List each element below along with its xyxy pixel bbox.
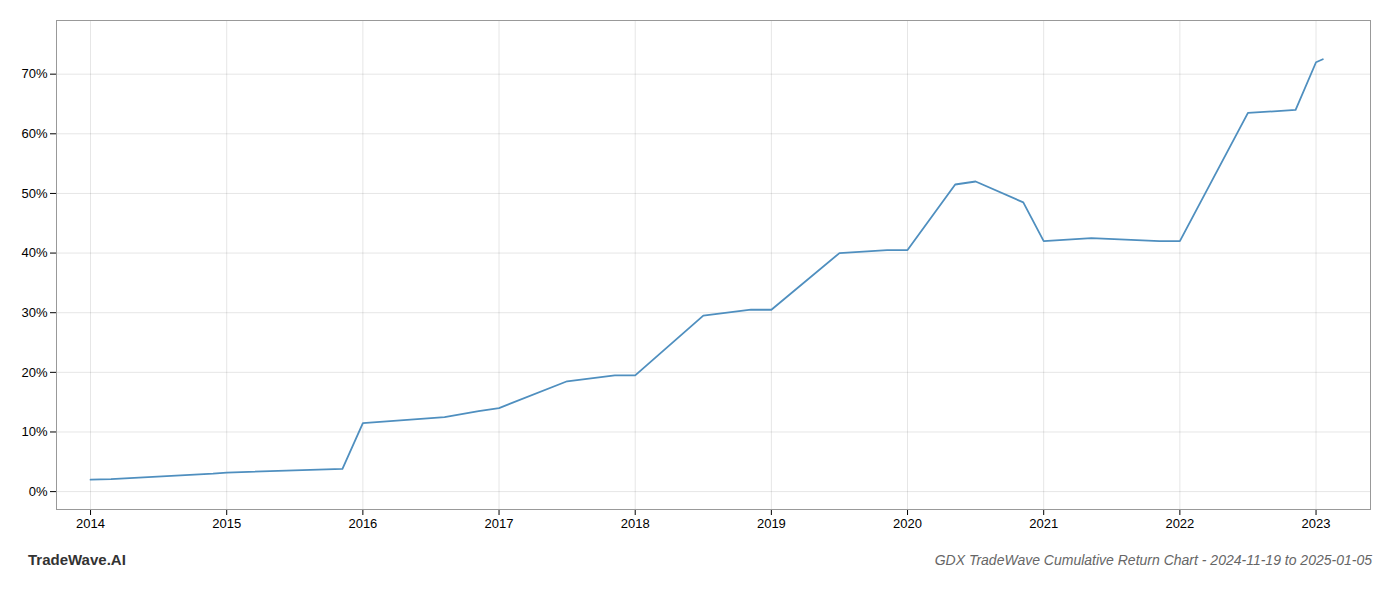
svg-text:2016: 2016 — [348, 516, 377, 531]
svg-text:60%: 60% — [21, 126, 47, 141]
svg-text:10%: 10% — [21, 424, 47, 439]
svg-text:2019: 2019 — [757, 516, 786, 531]
svg-text:30%: 30% — [21, 305, 47, 320]
svg-text:2021: 2021 — [1029, 516, 1058, 531]
html-text:GDX TradeWave Cumulative Retur: GDX TradeWave Cumulative Return Chart - … — [934, 552, 1372, 568]
svg-text:0%: 0% — [29, 484, 48, 499]
svg-text:2023: 2023 — [1302, 516, 1331, 531]
svg-text:50%: 50% — [21, 186, 47, 201]
svg-text:2015: 2015 — [212, 516, 241, 531]
svg-text:70%: 70% — [21, 66, 47, 81]
svg-text:2017: 2017 — [485, 516, 514, 531]
svg-text:40%: 40% — [21, 245, 47, 260]
svg-text:2014: 2014 — [76, 516, 105, 531]
html-text:TradeWave.AI: TradeWave.AI — [28, 551, 126, 568]
svg-text:2022: 2022 — [1165, 516, 1194, 531]
svg-text:2020: 2020 — [893, 516, 922, 531]
svg-text:2018: 2018 — [621, 516, 650, 531]
svg-text:20%: 20% — [21, 365, 47, 380]
